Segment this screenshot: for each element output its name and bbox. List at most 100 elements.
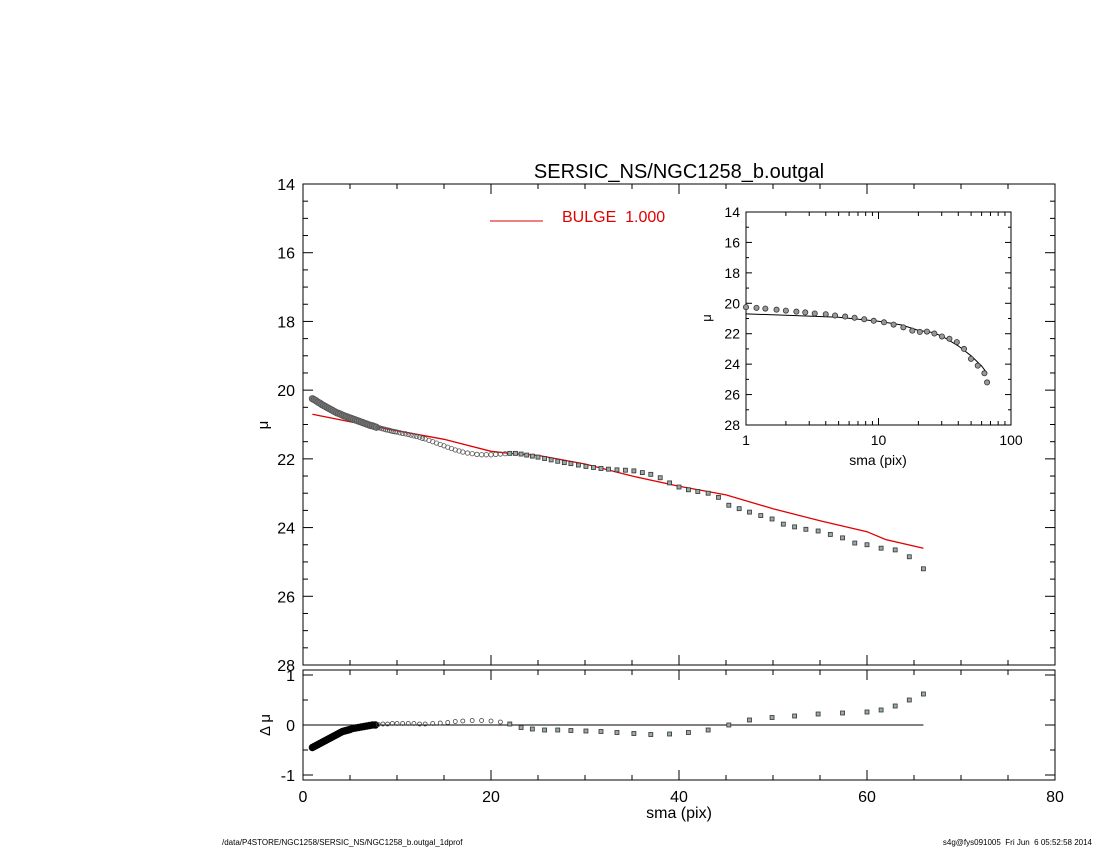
inset-data-point: [923, 328, 930, 335]
residual-data-point: [815, 711, 821, 717]
inset-data-point: [916, 328, 923, 335]
residual-data-point: [648, 732, 654, 737]
residual-data-point: [542, 727, 547, 733]
main-data-point: [400, 430, 406, 437]
main-data-point: [419, 435, 425, 441]
main-data-point: [493, 451, 499, 457]
main-data-point: [576, 462, 581, 468]
inset-data-point: [743, 304, 750, 311]
main-data-point: [686, 487, 691, 493]
residual-data-point: [445, 720, 451, 725]
inset-data-point: [861, 316, 868, 323]
residual-data-point: [375, 722, 381, 727]
main-data-point: [736, 506, 742, 512]
main-data-point: [460, 449, 466, 455]
residual-xtick-label: 0: [299, 789, 308, 806]
residual-data-point: [878, 707, 884, 713]
main-data-point: [606, 466, 611, 472]
main-data-point: [483, 452, 489, 458]
inset-data-point: [938, 333, 945, 340]
residual-xtick-label: 20: [482, 789, 500, 806]
main-data-point: [568, 461, 574, 467]
main-data-point: [390, 428, 396, 434]
main-data-point: [892, 547, 898, 553]
main-data-point: [414, 433, 420, 440]
inset-data-point: [880, 319, 887, 326]
main-data-point: [921, 566, 926, 572]
inset-ytick-label: 14: [724, 204, 740, 220]
legend: BULGE 1.000: [490, 209, 665, 226]
inset-data-point: [931, 330, 938, 337]
inset-y-axis-label: μ: [699, 314, 714, 322]
residual-data-points: [308, 691, 926, 752]
main-data-point: [456, 448, 462, 454]
residual-y-axis-label: Δ μ: [257, 714, 274, 736]
main-model-line: [312, 413, 924, 549]
inset-xtick-label: 1: [742, 432, 750, 448]
residual-data-point: [405, 721, 411, 726]
residual-data-point: [422, 721, 428, 727]
main-panel: 14 16 18 20 22 24 26 28 μ BULGE 1.000: [255, 177, 1056, 675]
inset-data-point: [762, 305, 769, 312]
main-data-point: [555, 458, 561, 464]
main-ytick-label: 28: [277, 658, 295, 675]
main-data-point: [518, 451, 524, 457]
residual-data-point: [437, 720, 443, 726]
residual-data-point: [417, 721, 422, 727]
residual-data-point: [667, 731, 672, 737]
chart-title: SERSIC_NS/NGC1258_b.outgal: [534, 161, 824, 183]
residual-ytick-label: -1: [281, 768, 295, 785]
main-data-point: [392, 429, 398, 435]
main-data-point: [394, 429, 400, 435]
main-data-point: [639, 470, 645, 476]
inset-data-point: [870, 317, 877, 324]
inset-ytick-label: 24: [724, 356, 740, 372]
main-data-point: [631, 468, 637, 474]
main-data-point: [780, 521, 786, 527]
main-data-point: [529, 453, 535, 459]
main-data-point: [408, 432, 414, 438]
inset-data-point: [890, 321, 897, 328]
inset-data-point: [984, 379, 991, 386]
residual-data-point: [371, 721, 380, 729]
residual-data-point: [488, 718, 494, 724]
main-data-point: [513, 450, 518, 456]
main-data-point: [747, 509, 752, 515]
main-ytick-label: 24: [277, 521, 295, 538]
inset-ytick-label: 22: [724, 326, 740, 342]
main-data-point: [535, 454, 541, 460]
main-data-point: [614, 467, 620, 473]
main-ticks: [302, 183, 1056, 666]
residual-data-point: [400, 721, 406, 726]
inset-ticks: [745, 211, 1012, 426]
main-data-point: [878, 545, 884, 551]
inset-x-axis-label: sma (pix): [849, 452, 907, 468]
residual-data-point: [598, 729, 604, 734]
inset-data-point: [909, 327, 916, 334]
inset-data-point: [822, 311, 829, 318]
main-ytick-label: 14: [277, 177, 295, 194]
main-ytick-label: 22: [277, 452, 295, 469]
inset-plot-frame: [745, 211, 1012, 426]
main-data-point: [803, 526, 809, 532]
residual-ytick-label: 0: [286, 718, 295, 735]
main-data-point: [502, 451, 508, 457]
residual-xtick-label: 40: [670, 789, 688, 806]
main-data-point: [542, 456, 547, 461]
inset-data-point: [793, 308, 800, 315]
main-data-point: [383, 427, 389, 433]
main-data-point: [598, 466, 604, 471]
residual-data-point: [583, 728, 589, 734]
main-data-point: [840, 535, 845, 541]
main-data-point: [478, 452, 485, 458]
main-data-point: [464, 450, 471, 456]
residual-data-point: [385, 721, 391, 727]
residual-data-point: [452, 719, 458, 724]
inset-ytick-label: 26: [724, 387, 740, 403]
footer-file-path: /data/P4STORE/NGC1258/SERSIC_NS/NGC1258_…: [222, 838, 463, 847]
main-data-point: [469, 451, 475, 457]
main-data-point: [524, 452, 530, 458]
